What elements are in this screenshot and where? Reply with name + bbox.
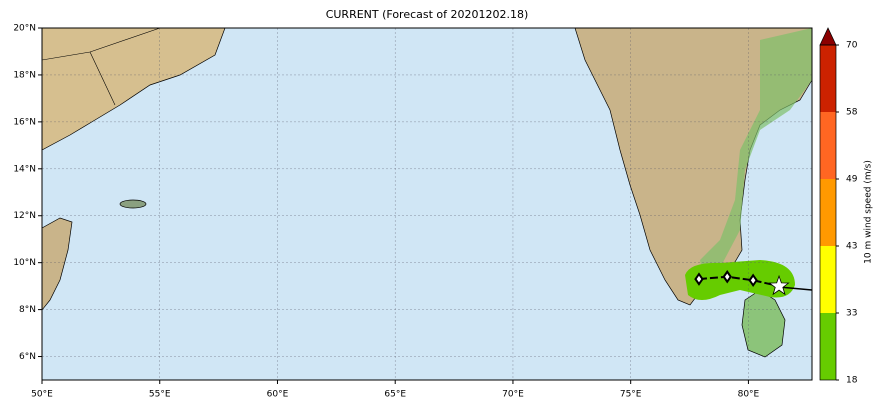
colorbar-tick-label: 33	[846, 309, 857, 319]
x-tick-label: 50°E	[31, 390, 53, 400]
y-tick-label: 12°N	[13, 211, 36, 221]
title: CURRENT (Forecast of 20201202.18)	[326, 8, 529, 21]
colorbar-tick-label: 58	[846, 108, 858, 118]
colorbar-segment	[820, 45, 836, 112]
colorbar-segment	[820, 246, 836, 313]
arabia	[42, 28, 226, 151]
y-tick-label: 8°N	[19, 305, 36, 315]
colorbar-tick-label: 18	[846, 376, 858, 386]
colorbar-extend	[819, 27, 837, 46]
frame	[41, 27, 813, 381]
track-line	[698, 275, 780, 288]
y-tick-label: 20°N	[13, 24, 36, 34]
x-tick-label: 75°E	[620, 390, 642, 400]
track-forecast	[778, 286, 812, 291]
y-tick-label: 16°N	[13, 117, 36, 127]
colorbar-frame	[819, 44, 837, 381]
wind-swath	[685, 260, 795, 300]
x-tick-label: 65°E	[384, 390, 406, 400]
colorbar-tick-label: 49	[846, 175, 858, 185]
y-tick-label: 14°N	[13, 164, 36, 174]
track-point	[694, 272, 704, 286]
x-tick-label: 80°E	[738, 390, 760, 400]
colorbar-segment	[820, 179, 836, 246]
colorbar-label: 10 m wind speed (m/s)	[864, 160, 874, 264]
x-tick-label: 60°E	[267, 390, 289, 400]
socotra	[119, 199, 147, 209]
somalia	[42, 217, 73, 311]
borders	[42, 28, 161, 106]
colorbar-tick-label: 70	[846, 41, 858, 51]
colorbar-segment	[820, 313, 836, 380]
x-tick-label: 55°E	[149, 390, 171, 400]
track-point	[748, 273, 758, 288]
track-point	[722, 270, 732, 284]
colorbar-segment	[820, 112, 836, 179]
current-position	[768, 274, 790, 296]
y-tick-label: 10°N	[13, 258, 36, 268]
land	[42, 28, 812, 358]
colorbar-tick-label: 43	[846, 242, 857, 252]
coastal-plain	[700, 28, 812, 285]
y-tick-label: 18°N	[13, 70, 36, 80]
y-tick-label: 6°N	[19, 352, 36, 362]
x-tick-label: 70°E	[502, 390, 524, 400]
